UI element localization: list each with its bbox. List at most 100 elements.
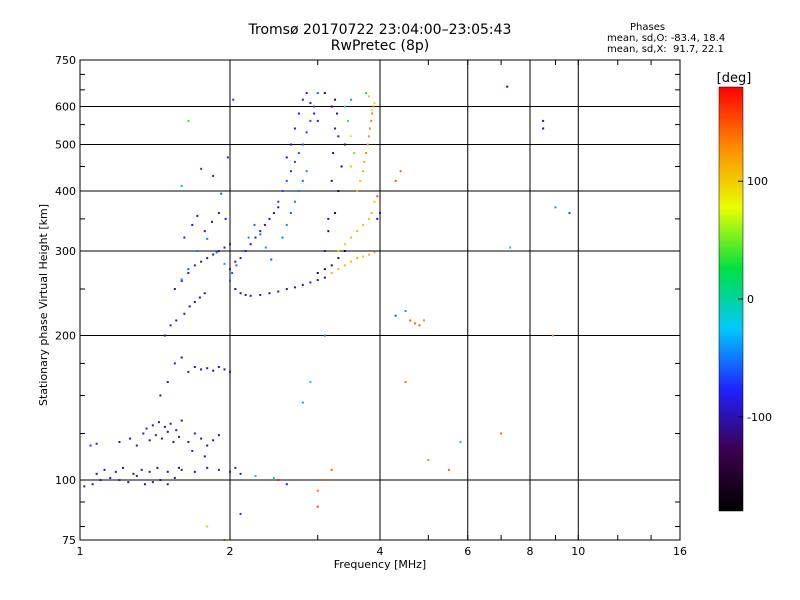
data-point (301, 143, 304, 146)
data-point (172, 441, 175, 444)
data-point (293, 127, 296, 130)
phase-stats-heading: Phases (630, 22, 666, 33)
data-point (254, 236, 257, 239)
data-point (173, 288, 176, 291)
data-point (239, 512, 242, 515)
data-point (285, 223, 288, 226)
data-point (365, 92, 368, 95)
data-point (244, 250, 247, 253)
data-point (196, 250, 199, 253)
data-point (234, 466, 237, 469)
data-point (277, 479, 280, 482)
data-points (83, 85, 571, 541)
data-point (135, 444, 138, 447)
data-point (285, 483, 288, 486)
data-point (363, 160, 366, 163)
data-point (343, 250, 346, 253)
data-point (203, 230, 206, 233)
data-point (89, 444, 92, 447)
data-point (247, 236, 250, 239)
data-point (145, 427, 148, 430)
data-point (373, 200, 376, 203)
data-point (337, 135, 340, 138)
data-point (272, 476, 275, 479)
data-point (206, 257, 209, 260)
data-point (187, 441, 190, 444)
data-point (254, 474, 257, 477)
data-point (301, 179, 304, 182)
y-tick-label: 200 (55, 330, 76, 343)
data-point (409, 319, 412, 322)
chart-subtitle: RwPretec (8p) (330, 38, 430, 54)
data-point (191, 223, 194, 226)
data-point (270, 258, 273, 261)
data-point (379, 212, 381, 215)
data-point (217, 250, 220, 253)
data-point (231, 271, 234, 274)
data-point (83, 485, 86, 488)
data-point (365, 152, 368, 155)
data-point (203, 292, 206, 295)
data-point (376, 195, 379, 198)
grid-lines (80, 60, 680, 540)
data-point (187, 268, 190, 271)
data-point (148, 439, 151, 442)
data-point (220, 192, 223, 195)
data-point (163, 425, 166, 428)
data-point (362, 255, 365, 258)
data-point (95, 472, 98, 475)
data-point (206, 466, 209, 469)
data-point (394, 179, 397, 182)
data-point (371, 112, 374, 115)
colorbar-tick-label: 100 (747, 175, 768, 188)
data-point (166, 430, 169, 433)
y-tick-label: 600 (55, 101, 76, 114)
data-point (316, 489, 319, 492)
data-point (313, 105, 316, 108)
colorbar-ticks: 100 0 -100 (738, 175, 772, 424)
data-point (343, 105, 346, 108)
data-point (180, 279, 183, 282)
data-point (367, 217, 370, 220)
x-tick-label: 16 (673, 545, 687, 558)
data-point (340, 165, 343, 168)
data-point (166, 483, 169, 486)
data-point (552, 334, 555, 337)
data-point (239, 292, 242, 295)
data-point (253, 223, 256, 226)
data-point (277, 206, 280, 209)
data-point (203, 455, 206, 458)
data-point (394, 314, 397, 317)
data-point (337, 190, 340, 193)
data-point (109, 476, 112, 479)
data-point (323, 268, 326, 271)
data-point (118, 479, 121, 482)
data-point (293, 200, 296, 203)
data-point (193, 432, 196, 435)
data-point (404, 381, 407, 384)
data-point (350, 260, 353, 263)
data-point (177, 435, 180, 438)
data-point (234, 260, 237, 263)
data-point (427, 459, 430, 462)
data-point (193, 264, 196, 267)
data-point (99, 479, 102, 482)
colorbar-unit-label: [deg] (717, 71, 752, 86)
data-point (293, 286, 296, 289)
data-point (334, 212, 337, 215)
data-point (316, 92, 319, 95)
data-point (212, 439, 215, 442)
data-point (418, 324, 421, 327)
data-point (301, 401, 304, 404)
data-point (272, 212, 275, 215)
data-point (353, 152, 356, 155)
data-point (223, 262, 226, 265)
data-point (118, 441, 121, 444)
data-point (217, 434, 220, 437)
data-point (268, 217, 271, 220)
data-point (129, 437, 132, 440)
data-point (156, 466, 159, 469)
data-point (166, 470, 169, 473)
data-point (330, 105, 333, 108)
data-point (259, 230, 262, 233)
